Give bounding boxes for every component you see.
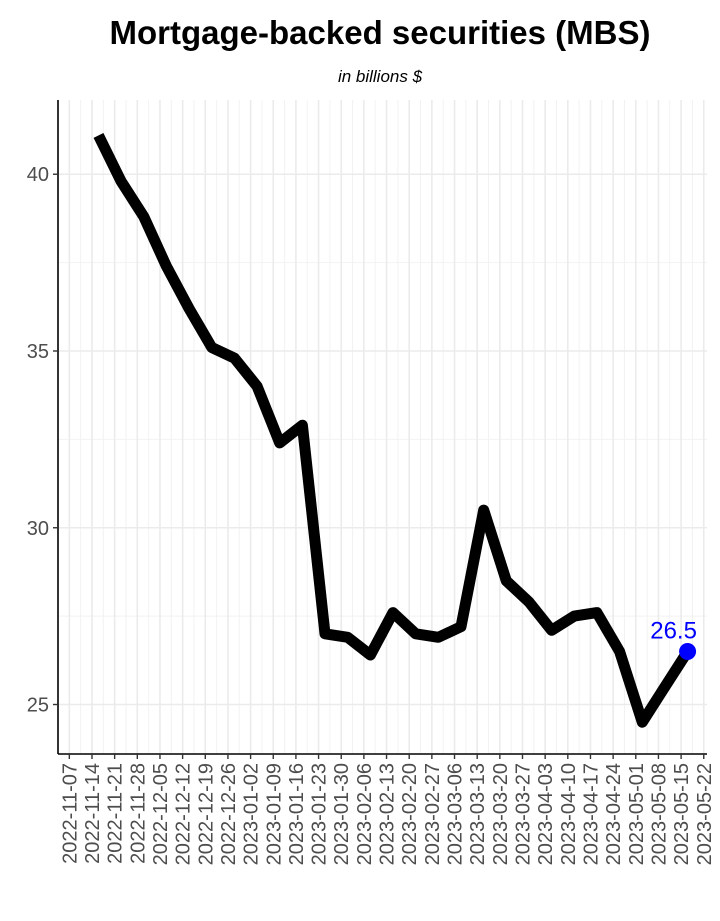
series-line-layer (93, 132, 693, 728)
x-tick-label: 2023-01-09 (263, 763, 285, 865)
x-tick-label: 2023-04-17 (580, 763, 602, 865)
x-tick-label: 2023-03-06 (445, 763, 467, 865)
axes (53, 100, 707, 759)
x-tick-label: 2022-11-28 (127, 763, 149, 864)
chart-subtitle: in billions $ (338, 67, 423, 86)
x-tick-label: 2023-01-02 (241, 763, 263, 865)
y-tick-label: 40 (27, 164, 49, 186)
x-tick-label: 2023-04-24 (603, 763, 625, 865)
x-tick-label: 2022-12-12 (173, 763, 195, 865)
x-tick-label: 2023-02-06 (354, 763, 376, 865)
x-tick-label: 2023-05-22 (694, 763, 716, 865)
x-tick-label: 2023-01-30 (331, 763, 353, 865)
x-tick-label: 2023-05-08 (648, 763, 670, 865)
x-tick-label: 2022-12-26 (218, 763, 240, 865)
x-tick-label: 2023-02-13 (377, 763, 399, 865)
x-tick-label: 2022-11-21 (105, 763, 127, 864)
x-tick-label: 2022-11-07 (59, 763, 81, 864)
y-tick-label: 35 (27, 341, 49, 363)
y-tick-labels: 25 30 35 40 (27, 164, 49, 716)
x-tick-label: 2023-03-13 (467, 763, 489, 865)
x-tick-label: 2023-01-23 (309, 763, 331, 865)
x-tick-label: 2023-05-01 (626, 763, 648, 865)
grid-lines (58, 100, 707, 754)
last-point-marker (679, 642, 697, 660)
x-tick-label: 2023-02-20 (399, 763, 421, 865)
chart-title: Mortgage-backed securities (MBS) (110, 14, 651, 51)
last-value-label: 26.5 (650, 617, 697, 644)
x-tick-labels: 2022-11-07 2022-11-14 2022-11-21 2022-11-28… (59, 763, 715, 865)
x-tick-label: 2023-03-27 (512, 763, 534, 865)
x-tick-label: 2023-05-15 (671, 763, 693, 865)
x-tick-label: 2023-03-20 (490, 763, 512, 865)
x-tick-label: 2023-01-16 (286, 763, 308, 865)
x-tick-label: 2023-04-10 (558, 763, 580, 865)
series-line (93, 132, 693, 728)
y-tick-label: 30 (27, 518, 49, 540)
y-tick-label: 25 (27, 695, 49, 717)
x-tick-label: 2022-12-05 (150, 763, 172, 865)
x-tick-label: 2023-02-27 (422, 763, 444, 865)
x-tick-label: 2023-04-03 (535, 763, 557, 865)
x-tick-label: 2022-11-14 (82, 763, 104, 864)
last-point-layer: 26.5 (650, 617, 697, 660)
x-tick-label: 2022-12-19 (195, 763, 217, 865)
